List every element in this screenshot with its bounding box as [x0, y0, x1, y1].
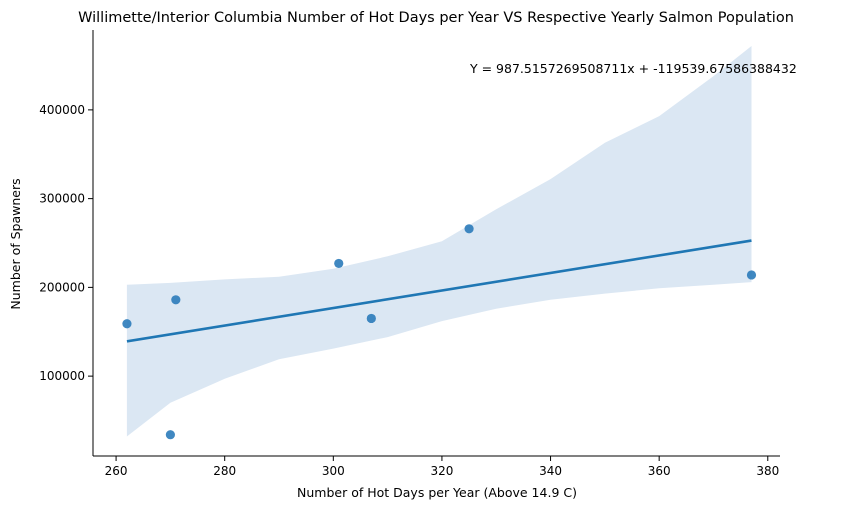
data-point: [366, 313, 376, 324]
x-tick-label: 280: [213, 464, 236, 478]
x-tick-label: 260: [105, 464, 128, 478]
data-point: [334, 258, 344, 269]
x-tick-label: 320: [430, 464, 453, 478]
chart-title: Willimette/Interior Columbia Number of H…: [78, 10, 794, 26]
axes: [92, 30, 780, 457]
y-axis-ticks: 100000 200000 300000 400000: [39, 103, 93, 383]
data-point: [464, 224, 474, 234]
regression-line-path: [126, 239, 752, 343]
x-axis-ticks: 260 280 300 320 340 360 380: [105, 456, 779, 478]
data-points: [122, 224, 757, 440]
y-tick-label: 400000: [39, 103, 85, 117]
x-tick-label: 300: [322, 464, 345, 478]
confidence-band: [126, 46, 752, 437]
confidence-band-area: [126, 46, 752, 437]
y-tick-label: 200000: [39, 280, 85, 294]
x-tick-label: 340: [539, 464, 562, 478]
data-point: [165, 430, 175, 440]
regression-line: [126, 239, 752, 343]
y-tick-label: 300000: [39, 192, 85, 206]
regression-equation: Y = 987.5157269508711x + -119539.6758638…: [469, 61, 797, 76]
data-point: [171, 295, 181, 305]
x-axis-label: Number of Hot Days per Year (Above 14.9 …: [297, 485, 577, 500]
x-tick-label: 380: [756, 464, 779, 478]
y-tick-label: 100000: [39, 369, 85, 383]
data-point: [746, 270, 757, 280]
x-tick-label: 360: [648, 464, 671, 478]
data-point: [122, 319, 132, 329]
y-axis-label: Number of Spawners: [8, 178, 23, 309]
